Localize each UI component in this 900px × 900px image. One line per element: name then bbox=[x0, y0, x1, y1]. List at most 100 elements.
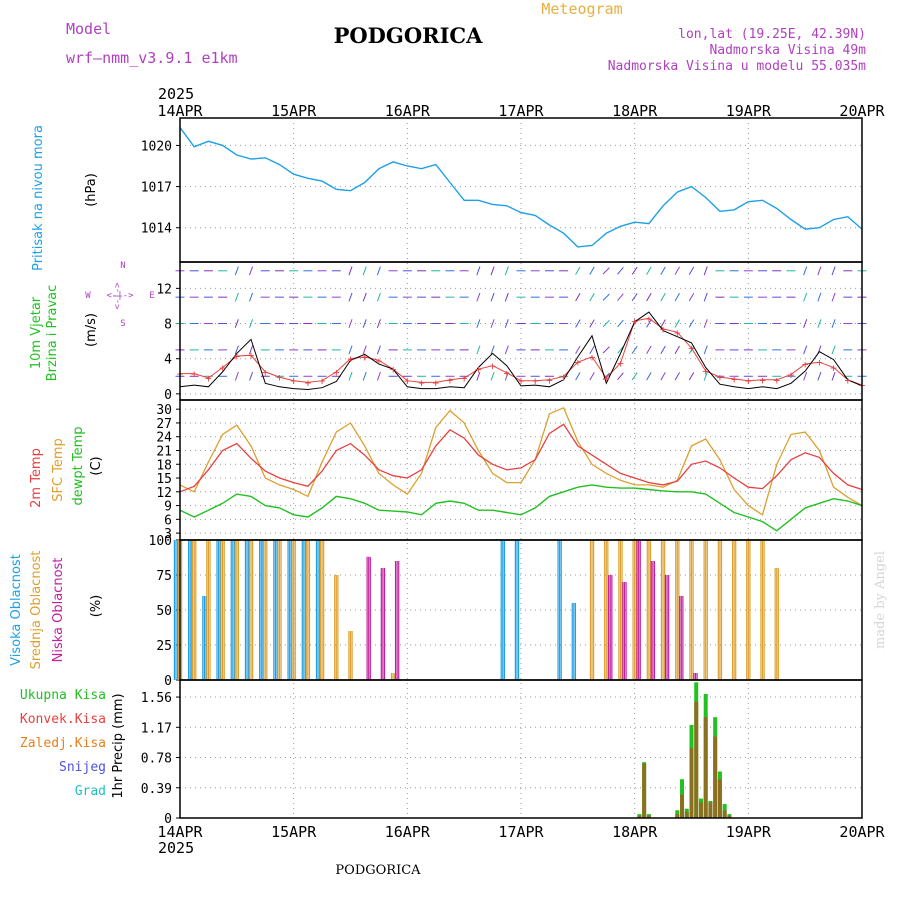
wind-vector-arrow bbox=[831, 345, 836, 355]
credit-watermark: made by Angel bbox=[873, 551, 888, 649]
precip-legend: Ukupna Kisa Konvek.Kisa Zaledj.Kisa Snijeg G… bbox=[20, 688, 106, 799]
time-label-bottom: 14APR bbox=[157, 823, 203, 841]
precip-tick-label: 1.56 bbox=[141, 691, 172, 706]
wind-gust-marker: + bbox=[475, 363, 482, 376]
wind-gust-marker: + bbox=[290, 375, 297, 388]
precip-convective-bar bbox=[713, 736, 718, 818]
temp-tick-label: 24 bbox=[156, 431, 172, 446]
temp2m-title: 2m Temp bbox=[29, 448, 44, 508]
wind-vector-arrow bbox=[831, 371, 836, 381]
wind-gust-marker: + bbox=[844, 374, 851, 387]
wind-vector-arrow bbox=[817, 266, 822, 276]
wind-gust-marker: + bbox=[560, 370, 567, 383]
precip-convective-bar bbox=[694, 701, 699, 818]
wind-vector-arrow bbox=[376, 371, 381, 381]
cloud-tick-label: 75 bbox=[156, 569, 172, 584]
wind-tick-label: 8 bbox=[164, 318, 172, 333]
wind-vector-arrow bbox=[831, 292, 836, 302]
wind-vector-arrow bbox=[362, 345, 367, 355]
wind-vector-arrow bbox=[817, 319, 822, 328]
wind-vector-arrow bbox=[617, 293, 624, 301]
temp-series bbox=[179, 406, 863, 532]
wind-vector-arrow bbox=[602, 267, 610, 275]
precip-convective-bar bbox=[675, 814, 680, 818]
wind-panel: 10m Vjetar Brzina i Pravac (m/s) W E <-|… bbox=[29, 261, 867, 403]
wind-gust-marker: + bbox=[603, 372, 610, 385]
cloud-tick-label: 100 bbox=[149, 534, 172, 549]
wind-vector-arrow bbox=[348, 371, 353, 381]
year-bottom: 2025 bbox=[158, 839, 194, 857]
wind-vector-arrow bbox=[249, 345, 254, 355]
product-title: Meteogram bbox=[541, 0, 622, 18]
wind-vector-arrow bbox=[249, 266, 254, 276]
cloud-panel: Visoka Oblacnost Srednja Oblacnost Niska… bbox=[9, 534, 888, 689]
wind-vector-arrow bbox=[817, 371, 822, 381]
wind-vector-arrow bbox=[234, 266, 239, 276]
wind-gust-marker: + bbox=[432, 376, 439, 389]
temp-unit: (C) bbox=[89, 456, 104, 475]
wind-vector-arrow bbox=[376, 266, 381, 276]
cloud-y-ticks: 100 75 50 25 0 bbox=[149, 534, 180, 689]
cloud-unit: (%) bbox=[89, 595, 104, 618]
sfc-temp-title: SFC Temp bbox=[51, 438, 66, 502]
elevation-label: Nadmorska Visina 49m bbox=[709, 43, 866, 58]
pressure-unit: (hPa) bbox=[84, 173, 99, 207]
cloud-tick-label: 25 bbox=[156, 639, 172, 654]
wind-y-ticks: 12 8 4 0 bbox=[156, 282, 180, 403]
wind-vector-arrow bbox=[575, 345, 581, 355]
wind-gust-marker: + bbox=[333, 366, 340, 379]
wind-vector-arrow bbox=[490, 345, 495, 355]
wind-vector-arrow bbox=[504, 266, 509, 276]
precip-tick-label: 0 bbox=[164, 812, 172, 827]
wind-vector-arrow bbox=[817, 292, 822, 302]
wind-vector-arrow bbox=[631, 372, 638, 381]
model-name: wrf—nmm_v3.9.1 e1km bbox=[66, 49, 238, 67]
time-label-top: 18APR bbox=[612, 102, 658, 120]
compass-south: S bbox=[120, 319, 125, 329]
wind-gust-marker: + bbox=[646, 312, 653, 325]
wind-vector-arrow bbox=[476, 266, 481, 276]
time-label-bottom: 15APR bbox=[271, 823, 317, 841]
wind-gust-marker: + bbox=[361, 351, 368, 364]
wind-tick-label: 0 bbox=[164, 388, 172, 403]
pressure-panel: Pritisak na nivou mora (hPa) 1020 1017 101… bbox=[31, 125, 863, 271]
wind-vector-arrow bbox=[803, 266, 808, 276]
wind-vector-arrow bbox=[376, 345, 381, 355]
wind-vector-arrow bbox=[348, 345, 353, 355]
precip-convective-bar bbox=[703, 717, 708, 818]
bottom-time-axis: 14APR 15APR 16APR 17APR 18APR 19APR 20APR bbox=[157, 823, 885, 841]
time-label-top: 16APR bbox=[385, 102, 431, 120]
time-label-bottom: 20APR bbox=[839, 823, 885, 841]
precip-convective-bar bbox=[684, 811, 689, 818]
wind-vector-arrow bbox=[617, 319, 624, 328]
wind-gust-marker: + bbox=[546, 374, 553, 387]
wind-vector-arrow bbox=[602, 293, 610, 301]
time-label-bottom: 17APR bbox=[498, 823, 544, 841]
precip-convective-bar bbox=[708, 802, 713, 818]
wind-gust-marker: + bbox=[674, 326, 681, 339]
wind-vector-arrow bbox=[631, 266, 638, 275]
wind-compass: W E <-|-> <-|-> N S bbox=[85, 261, 154, 329]
wind-vector-arrow bbox=[249, 292, 254, 302]
precip-convective-bar bbox=[637, 815, 642, 818]
precip-tick-label: 1.17 bbox=[141, 721, 172, 736]
temp2m-line bbox=[179, 423, 863, 493]
wind-gust-marker: + bbox=[631, 315, 638, 328]
wind-gust-marker: + bbox=[248, 349, 255, 362]
precip-y-ticks: 1.56 1.17 0.78 0.39 0 bbox=[141, 691, 180, 827]
dewpoint-line bbox=[179, 484, 863, 532]
pressure-tick-label: 1017 bbox=[141, 181, 172, 196]
precip-panel: Ukupna Kisa Konvek.Kisa Zaledj.Kisa Snijeg G… bbox=[20, 682, 732, 827]
pressure-frame bbox=[179, 117, 863, 263]
wind-gust-marker: + bbox=[319, 375, 326, 388]
temp-tick-label: 6 bbox=[164, 513, 172, 528]
wind-gust-marker: + bbox=[759, 374, 766, 387]
wind-vector-arrow bbox=[589, 319, 595, 328]
wind-vector-arrow bbox=[490, 266, 495, 276]
wind-vector-arrow bbox=[376, 292, 381, 302]
cloud-series bbox=[173, 540, 779, 680]
wind-vector-arrow bbox=[617, 267, 624, 275]
wind-vector-arrow bbox=[575, 372, 581, 381]
